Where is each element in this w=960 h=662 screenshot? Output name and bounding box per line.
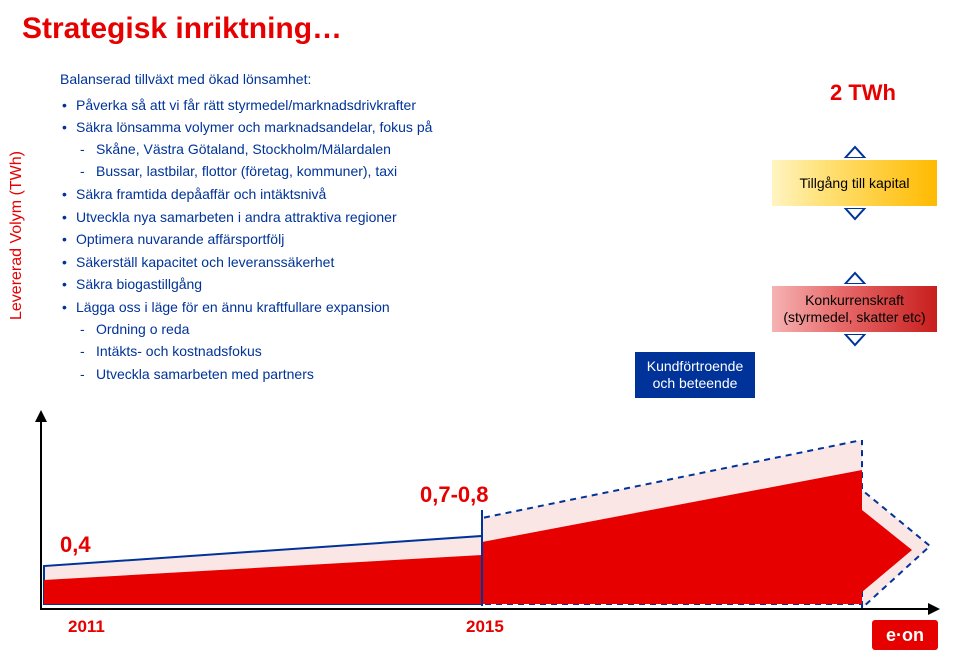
- strategy-bullets: Balanserad tillväxt med ökad lönsamhet: …: [60, 70, 630, 387]
- konkurrenskraft-box: Konkurrenskraft (styrmedel, skatter etc): [772, 286, 937, 332]
- bullet-item: Lägga oss i läge för en ännu kraftfullar…: [60, 298, 630, 384]
- bullet-sub-item: Ordning o reda: [76, 320, 630, 340]
- y-axis-arrowhead-icon: [35, 410, 47, 422]
- bullet-text: Säkra lönsamma volymer och marknadsandel…: [76, 119, 432, 135]
- mini-arrow-up-icon: [840, 143, 870, 158]
- phase1-caption: Balanserad tillväxt med ökad lönsamhet: [100, 586, 365, 603]
- top-2twh-label: 2 TWh: [830, 80, 896, 106]
- mini-arrow-down-icon: [840, 208, 870, 223]
- x-axis: [40, 608, 930, 610]
- mini-arrows-up: [772, 143, 937, 158]
- value-start-label: 0,4: [60, 532, 91, 558]
- bullets-heading: Balanserad tillväxt med ökad lönsamhet:: [60, 70, 630, 90]
- kundfortroende-box: Kundförtroende och beteende: [635, 352, 755, 398]
- bullet-item: Säkra biogastillgång: [60, 275, 630, 295]
- mini-arrows-up: [772, 269, 937, 284]
- bullet-item: Säkerställ kapacitet och leveranssäkerhe…: [60, 253, 630, 273]
- bullet-text: Lägga oss i läge för en ännu kraftfullar…: [76, 299, 390, 315]
- value-mid-label: 0,7-0,8: [420, 482, 489, 508]
- tillgang-label: Tillgång till kapital: [800, 175, 910, 192]
- mini-arrow-down-icon: [840, 334, 870, 349]
- phase2-caption: Lönsam tillväxt i samverkan med partners: [538, 586, 815, 603]
- konkurrenskraft-label: Konkurrenskraft (styrmedel, skatter etc): [772, 292, 937, 326]
- bullet-item: Påverka så att vi får rätt styrmedel/mar…: [60, 96, 630, 116]
- tillgang-box: Tillgång till kapital: [772, 160, 937, 206]
- logo-text: e·on: [886, 625, 924, 645]
- x-axis-arrowhead-icon: [928, 603, 940, 615]
- slide-title: Strategisk inriktning…: [22, 12, 342, 46]
- bullet-item: Utveckla nya samarbeten i andra attrakti…: [60, 208, 630, 228]
- bullet-sub-item: Bussar, lastbilar, flottor (företag, kom…: [76, 162, 630, 182]
- mini-arrows-down: [772, 208, 937, 223]
- y-axis: [40, 420, 42, 610]
- bullet-item: Säkra lönsamma volymer och marknadsandel…: [60, 118, 630, 182]
- x-tick-2015: 2015: [466, 617, 504, 637]
- x-tick-2011: 2011: [68, 617, 105, 637]
- bullet-sub-item: Intäkts- och kostnadsfokus: [76, 342, 630, 362]
- bullet-item: Optimera nuvarande affärsportfölj: [60, 230, 630, 250]
- eon-logo-icon: e·on: [872, 620, 938, 650]
- bullet-item: Säkra framtida depåaffär och intäktsnivå: [60, 185, 630, 205]
- mini-arrows-down: [772, 334, 937, 349]
- growth-arrow: [42, 440, 930, 608]
- bullet-sub-item: Skåne, Västra Götaland, Stockholm/Mälard…: [76, 140, 630, 160]
- levels-stack: Tillgång till kapital Konkurrenskraft (s…: [772, 120, 937, 332]
- mini-arrow-up-icon: [840, 269, 870, 284]
- bullet-sub-item: Utveckla samarbeten med partners: [76, 365, 630, 385]
- y-axis-label: Levererad Volym (TWh): [8, 151, 26, 320]
